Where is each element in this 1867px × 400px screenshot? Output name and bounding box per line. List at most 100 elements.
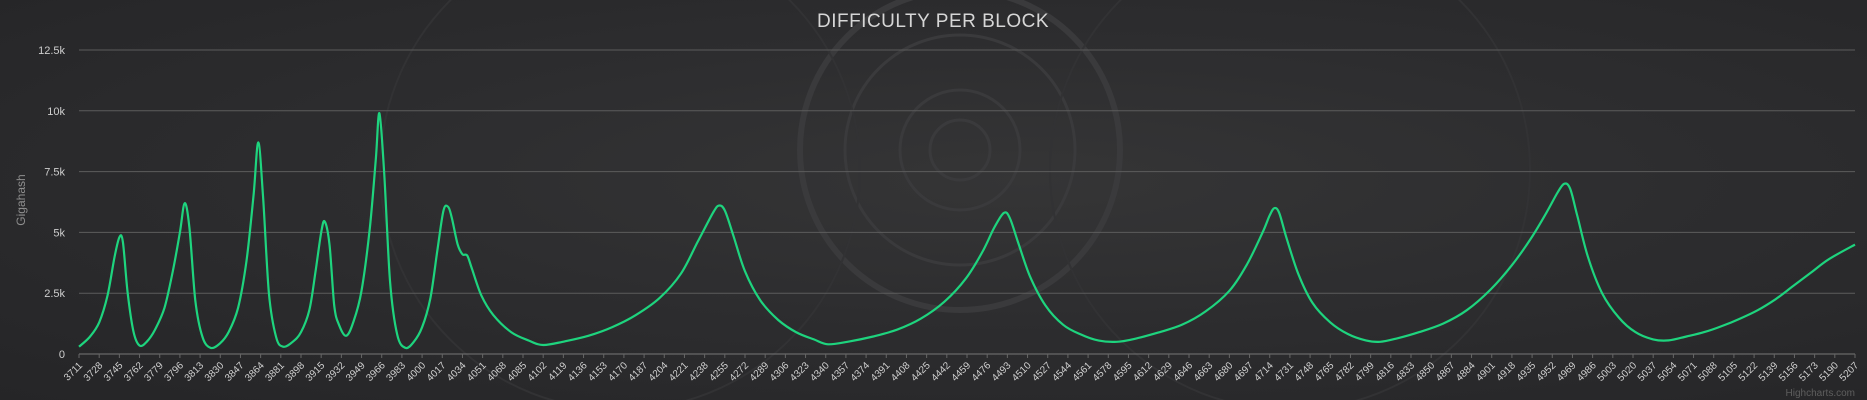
x-tick-label: 5105 [1717, 360, 1741, 384]
y-tick-label: 2.5k [44, 288, 65, 300]
background-emblem [379, 0, 1531, 400]
x-tick-label: 4425 [909, 360, 933, 384]
x-tick-label: 4493 [990, 360, 1014, 384]
x-tick-label: 5156 [1777, 360, 1801, 384]
y-tick-label: 5k [53, 227, 65, 239]
x-tick-label: 4051 [465, 360, 489, 384]
x-tick-label: 3813 [183, 360, 207, 384]
x-tick-label: 5190 [1817, 360, 1841, 384]
x-tick-label: 4204 [647, 360, 671, 384]
x-tick-label: 4289 [748, 360, 772, 384]
y-axis-ticks: 0 2.5k 5k 7.5k 10k 12.5k [38, 45, 65, 361]
emblem-ring [843, 33, 1077, 267]
x-tick-label: 3864 [243, 360, 267, 384]
x-tick-label: 4408 [889, 360, 913, 384]
x-tick-label: 3762 [122, 360, 146, 384]
x-tick-label: 4527 [1030, 360, 1054, 384]
x-tick-label: 4238 [687, 360, 711, 384]
x-tick-label: 4340 [808, 360, 832, 384]
x-tick-label: 3932 [324, 360, 348, 384]
x-tick-label: 5054 [1656, 360, 1680, 384]
x-tick-label: 4255 [707, 360, 731, 384]
x-tick-label: 4680 [1212, 360, 1236, 384]
x-tick-label: 4969 [1555, 360, 1579, 384]
x-tick-label: 5003 [1595, 360, 1619, 384]
x-tick-label: 3745 [102, 360, 126, 384]
x-tick-label: 5020 [1616, 360, 1640, 384]
x-axis-ticks: 3711372837453762377937963813383038473864… [62, 354, 1861, 384]
x-tick-label: 4561 [1071, 360, 1095, 384]
x-tick-label: 4510 [1010, 360, 1034, 384]
emblem-ring [898, 88, 1022, 212]
x-tick-label: 4017 [425, 360, 449, 384]
x-tick-label: 5071 [1676, 360, 1700, 384]
chart-title: DIFFICULTY PER BLOCK [817, 11, 1049, 32]
x-tick-label: 4731 [1273, 360, 1297, 384]
x-tick-label: 3711 [62, 360, 85, 383]
x-tick-label: 4153 [586, 360, 610, 384]
x-tick-label: 3779 [142, 360, 166, 384]
x-tick-label: 4170 [607, 360, 631, 384]
x-tick-label: 5139 [1757, 360, 1781, 384]
y-tick-label: 10k [47, 106, 65, 118]
x-tick-label: 4799 [1353, 360, 1377, 384]
x-tick-label: 4187 [627, 360, 651, 384]
x-tick-label: 4612 [1131, 360, 1155, 384]
x-tick-label: 4119 [546, 360, 569, 383]
x-tick-label: 3983 [385, 360, 409, 384]
x-tick-label: 4986 [1575, 360, 1599, 384]
x-tick-label: 4918 [1495, 360, 1519, 384]
x-tick-label: 3898 [284, 360, 308, 384]
x-tick-label: 4748 [1293, 360, 1317, 384]
x-tick-label: 4663 [1192, 360, 1216, 384]
x-tick-label: 4884 [1454, 360, 1478, 384]
x-tick-label: 4952 [1535, 360, 1559, 384]
y-tick-label: 7.5k [44, 167, 65, 179]
x-tick-label: 5122 [1737, 360, 1761, 384]
x-tick-label: 5173 [1797, 360, 1821, 384]
x-tick-label: 4646 [1172, 360, 1196, 384]
x-tick-label: 4323 [788, 360, 812, 384]
x-tick-label: 3830 [203, 360, 227, 384]
x-tick-label: 4816 [1373, 360, 1397, 384]
x-tick-label: 3949 [344, 360, 368, 384]
emblem-ring [379, 0, 861, 400]
x-tick-label: 4357 [829, 360, 853, 384]
x-tick-label: 3881 [263, 360, 287, 384]
x-tick-label: 5088 [1696, 360, 1720, 384]
x-tick-label: 4782 [1333, 360, 1357, 384]
x-tick-label: 4850 [1414, 360, 1438, 384]
x-tick-label: 4765 [1313, 360, 1337, 384]
y-axis-title: Gigahash [14, 174, 28, 225]
x-tick-label: 5207 [1838, 360, 1862, 384]
x-tick-label: 4391 [869, 360, 893, 384]
x-tick-label: 3915 [304, 360, 328, 384]
series-layer [78, 112, 1856, 350]
x-tick-label: 4697 [1232, 360, 1256, 384]
x-tick-label: 4867 [1434, 360, 1458, 384]
y-tick-label: 12.5k [38, 45, 65, 57]
x-tick-label: 4136 [566, 360, 590, 384]
x-tick-label: 4374 [849, 360, 873, 384]
x-tick-label: 4442 [929, 360, 953, 384]
emblem-ring [928, 118, 992, 182]
x-tick-label: 3966 [364, 360, 388, 384]
x-tick-label: 3728 [82, 360, 106, 384]
x-tick-label: 4901 [1474, 360, 1498, 384]
x-tick-label: 4034 [445, 360, 469, 384]
chart-credit[interactable]: Highcharts.com [1786, 388, 1855, 399]
x-tick-label: 3796 [163, 360, 187, 384]
x-tick-label: 4595 [1111, 360, 1135, 384]
emblem-ring [797, 0, 1123, 313]
x-tick-label: 4935 [1515, 360, 1539, 384]
x-tick-label: 4544 [1051, 360, 1075, 384]
x-tick-label: 4102 [526, 360, 550, 384]
x-tick-label: 5037 [1636, 360, 1660, 384]
x-tick-label: 4714 [1252, 360, 1276, 384]
series-line[interactable] [78, 112, 1856, 350]
y-tick-label: 0 [59, 349, 65, 361]
x-tick-label: 3847 [223, 360, 247, 384]
x-tick-label: 4578 [1091, 360, 1115, 384]
